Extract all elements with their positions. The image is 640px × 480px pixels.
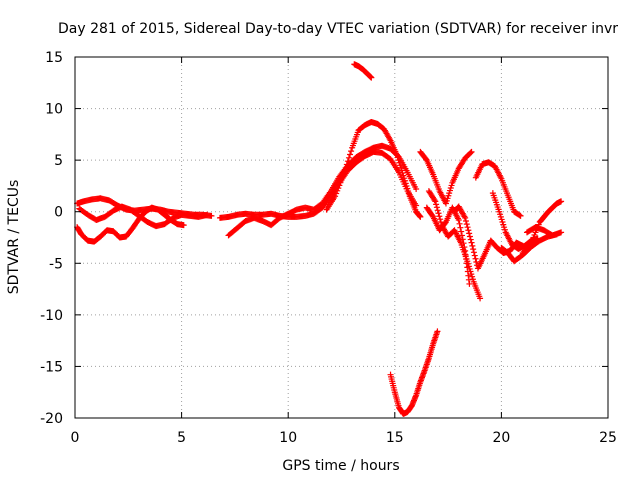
data-point-marker: [334, 187, 341, 194]
data-point-marker: [458, 228, 465, 235]
x-axis-label: GPS time / hours: [282, 458, 399, 474]
x-tick-label: 0: [71, 430, 80, 446]
data-point-marker: [527, 240, 534, 247]
data-point-marker: [432, 198, 439, 205]
data-point-marker: [413, 186, 420, 193]
data-point-marker: [466, 280, 473, 287]
data-point-marker: [468, 239, 475, 246]
data-point-marker: [347, 151, 354, 158]
data-point-marker: [457, 224, 464, 231]
data-point-marker: [456, 220, 463, 227]
series-arc13: [472, 159, 524, 219]
data-point-marker: [204, 211, 211, 218]
x-tick-label: 25: [599, 430, 617, 446]
data-point-marker: [470, 246, 477, 253]
data-point-marker: [465, 227, 472, 234]
data-point-marker: [417, 213, 424, 220]
data-point-marker: [558, 198, 565, 205]
data-point-marker: [433, 201, 440, 208]
y-tick-label: -20: [40, 411, 63, 427]
data-point-marker: [517, 212, 524, 219]
data-point-marker: [435, 210, 442, 217]
series-arc6: [323, 118, 424, 220]
data-point-marker: [463, 221, 470, 228]
data-point-marker: [335, 185, 342, 192]
y-tick-label: -10: [40, 308, 63, 324]
y-tick-label: 15: [45, 50, 63, 66]
x-tick-label: 15: [386, 430, 404, 446]
series-arc9: [417, 148, 475, 207]
data-point-marker: [341, 168, 348, 175]
data-point-marker: [558, 229, 565, 236]
data-point-marker: [470, 249, 477, 256]
data-point-marker: [462, 217, 469, 224]
data-point-marker: [344, 158, 351, 165]
x-tick-labels: 0 5 10 15 20 25: [71, 430, 617, 446]
data-point-marker: [477, 295, 484, 302]
series-arc2: [74, 204, 187, 245]
plot-frame: [74, 56, 609, 419]
data-point-marker: [436, 213, 443, 220]
data-points: [74, 61, 565, 417]
data-point-marker: [468, 148, 475, 155]
data-point-marker: [339, 174, 346, 181]
data-point-marker: [345, 154, 352, 161]
data-point-marker: [471, 252, 478, 259]
y-tick-label: 10: [45, 102, 63, 118]
data-point-marker: [467, 236, 474, 243]
data-point-marker: [455, 216, 462, 223]
y-tick-label: -15: [40, 359, 63, 375]
x-tick-label: 20: [492, 430, 510, 446]
series-arc17: [523, 224, 565, 239]
data-point-marker: [434, 328, 441, 335]
data-point-marker: [340, 171, 347, 178]
data-point-marker: [462, 214, 469, 221]
x-tick-label: 5: [177, 430, 186, 446]
series-arc11: [425, 188, 484, 302]
data-point-marker: [336, 182, 343, 189]
y-tick-label: -5: [49, 256, 63, 272]
data-point-marker: [466, 233, 473, 240]
data-point-marker: [338, 176, 345, 183]
data-point-marker: [433, 204, 440, 211]
data-point-marker: [467, 149, 474, 156]
data-point-marker: [458, 232, 465, 239]
data-point-marker: [332, 193, 339, 200]
data-point-marker: [180, 222, 187, 229]
data-point-marker: [343, 161, 350, 168]
data-point-marker: [208, 212, 215, 219]
series-arc8: [387, 328, 441, 417]
y-tick-labels: -20 -15 -10 -5 0 5 10 15: [40, 50, 63, 427]
series-arc3: [76, 203, 211, 230]
data-point-marker: [469, 242, 476, 249]
data-point-marker: [431, 197, 438, 204]
data-point-marker: [437, 219, 444, 226]
y-axis-label: SDTVAR / TECUs: [6, 180, 22, 295]
data-point-marker: [337, 179, 344, 186]
series-arc7: [351, 61, 375, 81]
data-point-marker: [348, 148, 355, 155]
data-point-marker: [466, 230, 473, 237]
x-tick-label: 10: [279, 430, 297, 446]
y-tick-label: 5: [54, 153, 63, 169]
axis-ticks: [74, 56, 609, 419]
data-point-marker: [472, 255, 479, 262]
data-point-marker: [333, 190, 340, 197]
data-point-marker: [464, 224, 471, 231]
data-point-marker: [437, 216, 444, 223]
chart-title: Day 281 of 2015, Sidereal Day-to-day VTE…: [58, 21, 618, 37]
data-point-marker: [434, 207, 441, 214]
data-point-marker: [368, 74, 375, 81]
data-point-marker: [342, 164, 349, 171]
y-tick-label: 0: [54, 205, 63, 221]
